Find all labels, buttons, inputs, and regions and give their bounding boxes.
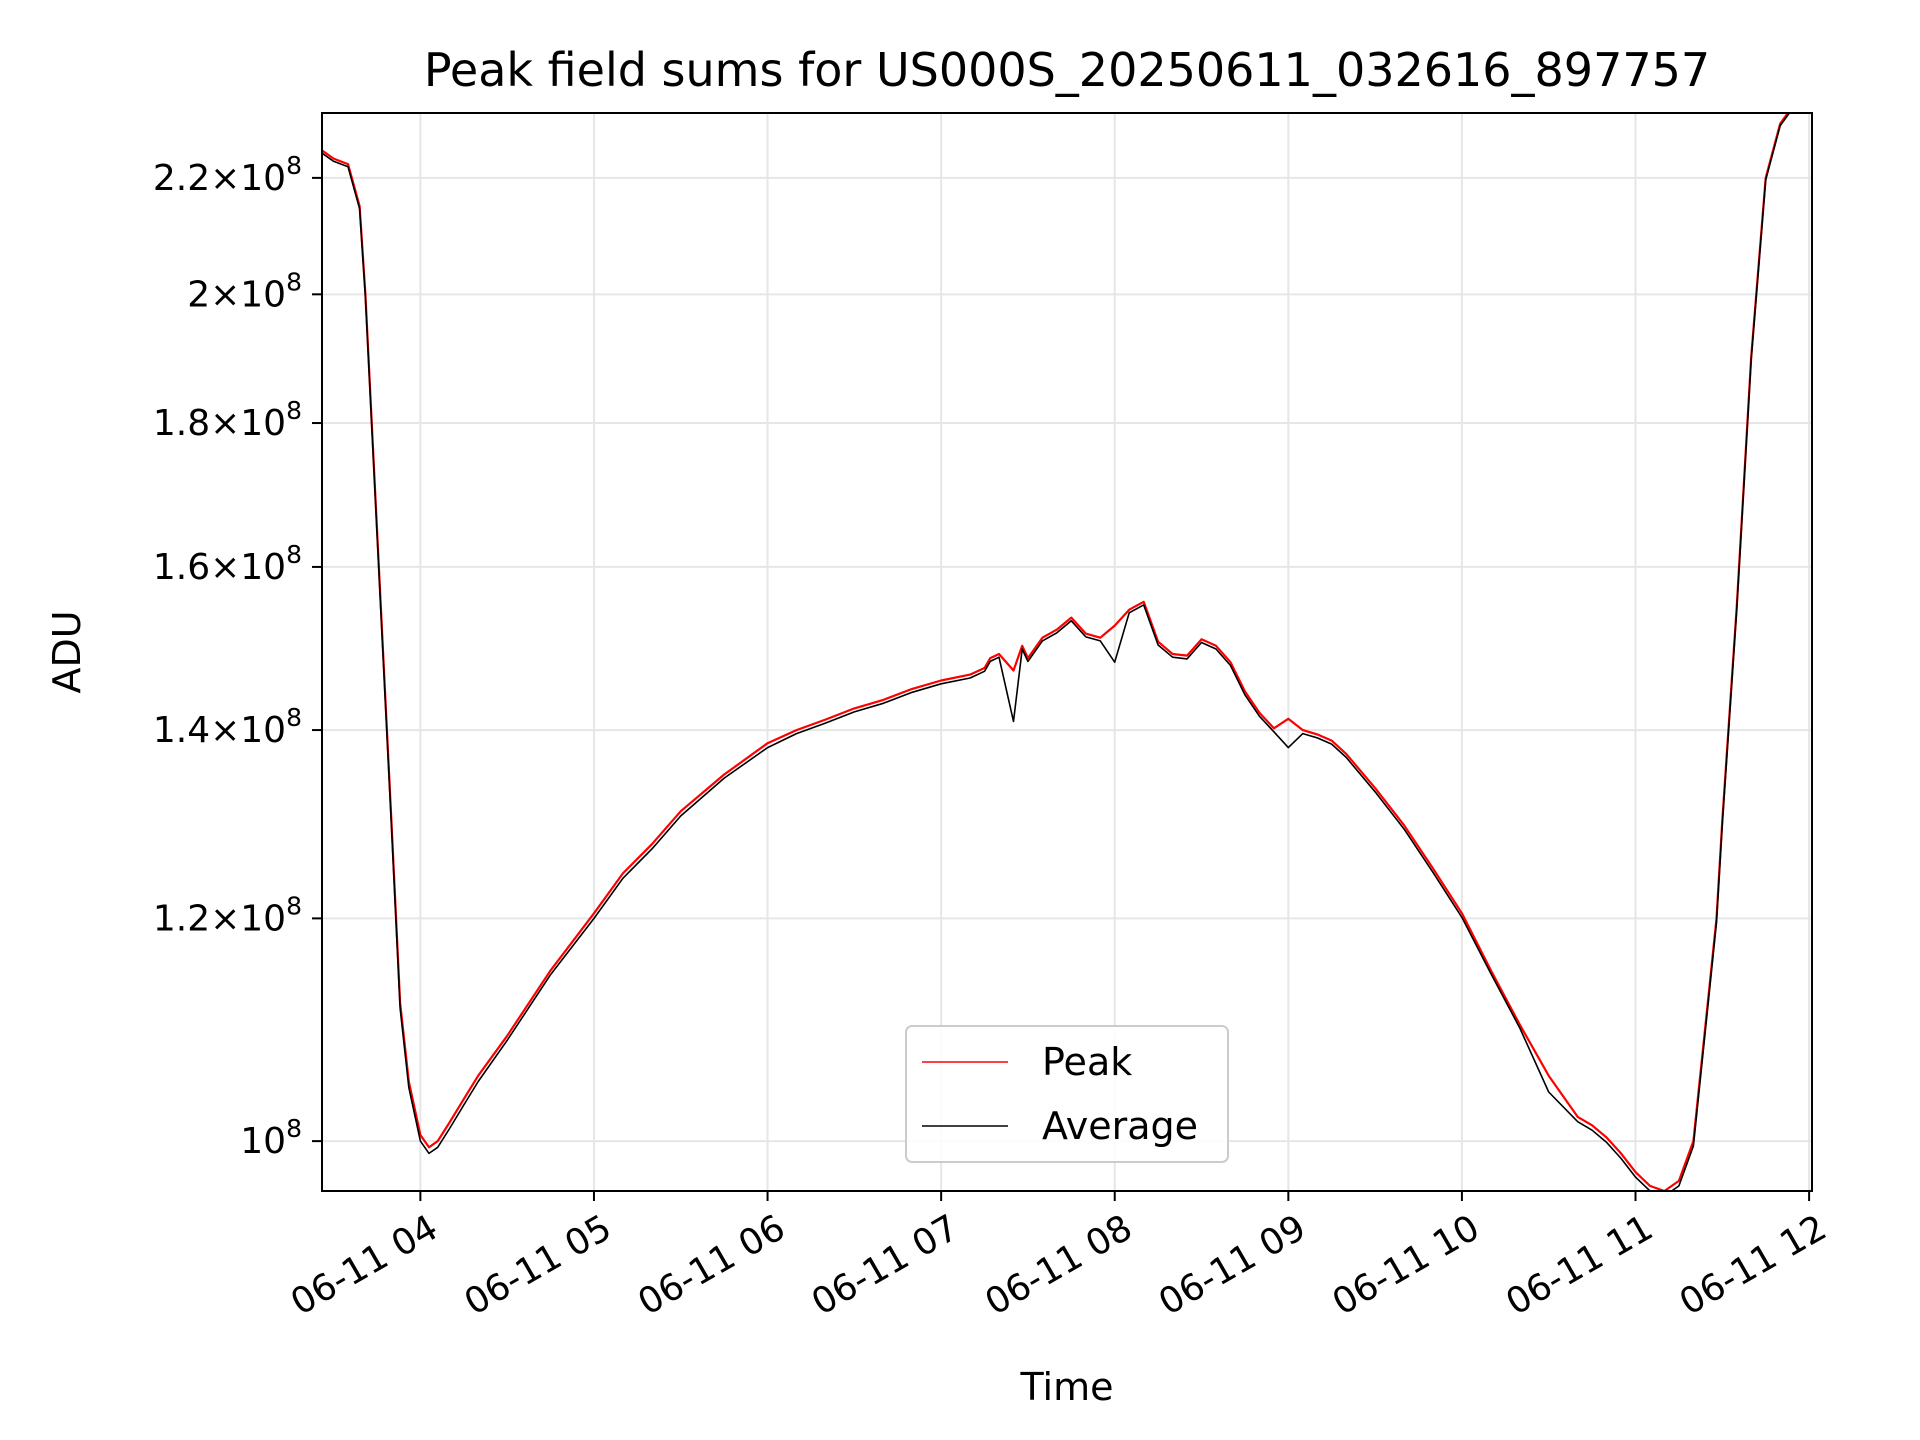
y-tick-label: 108 (240, 1114, 302, 1162)
series-line-average (322, 113, 1791, 1191)
legend: Peak Average (905, 1025, 1229, 1163)
y-tick-label: 2×108 (187, 267, 302, 315)
y-tick-label: 1.2×108 (153, 891, 302, 939)
legend-label-average: Average (1042, 1104, 1198, 1148)
y-tick-label: 1.8×108 (153, 396, 302, 444)
series-group (322, 113, 1791, 1191)
chart-title: Peak field sums for US000S_20250611_0326… (424, 43, 1710, 97)
series-line-peak (322, 113, 1790, 1191)
plot-frame (321, 112, 1813, 1192)
y-tick-label: 2.2×108 (153, 151, 302, 199)
y-tick-label: 1.6×108 (153, 540, 302, 588)
y-tick-label: 1.4×108 (153, 703, 302, 751)
y-axis-label: ADU (45, 610, 89, 693)
x-axis-label: Time (1020, 1365, 1114, 1409)
legend-label-peak: Peak (1042, 1040, 1132, 1084)
legend-box (905, 1025, 1229, 1163)
